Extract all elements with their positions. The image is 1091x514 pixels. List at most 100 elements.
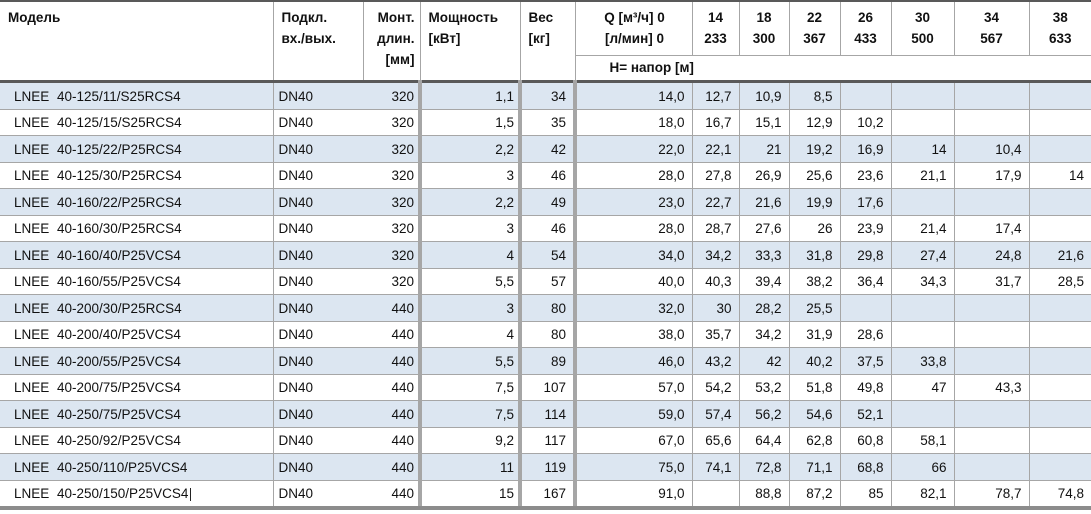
head-value-cell: 52,1: [840, 400, 892, 428]
head-value-cell: [1029, 294, 1091, 322]
head-value-cell: [954, 81, 1030, 110]
weight-cell: 35: [520, 109, 577, 137]
head-value-cell: 66: [891, 453, 955, 481]
header-row-top: Модель Подкл. вх./вых. Монт. длин. [мм] …: [0, 1, 1091, 84]
head-value-cell: 27,8: [692, 162, 740, 190]
head-value-cell: 28,0: [575, 215, 693, 243]
head-value-cell: 28,7: [692, 215, 740, 243]
head-value-cell: 10,2: [840, 109, 892, 137]
head-value-cell: 31,8: [789, 241, 841, 269]
head-value-cell: 33,8: [891, 347, 955, 375]
mount-length-cell: 440: [363, 374, 422, 402]
head-value-cell: 27,4: [891, 241, 955, 269]
model-brand: LNEE: [14, 353, 50, 369]
head-value-cell: 54,2: [692, 374, 740, 402]
head-value-cell: 23,0: [575, 188, 693, 216]
weight-cell: 80: [520, 321, 577, 349]
model-cell: LNEE 40-125/22/P25RCS4: [0, 135, 274, 163]
model-brand: LNEE: [14, 380, 50, 396]
head-value-cell: 75,0: [575, 453, 693, 481]
head-value-cell: 40,0: [575, 268, 693, 296]
model-cell: LNEE 40-200/55/P25VCS4: [0, 347, 274, 375]
mount-length-cell: 320: [363, 135, 422, 163]
model-code: 40-200/75/P25VCS4: [57, 380, 181, 396]
table-row: LNEE 40-160/40/P25VCS4 DN40 320 4 54 34,0 34,2 3…: [0, 241, 1091, 269]
head-value-cell: 87,2: [789, 480, 841, 511]
head-value-cell: 28,2: [739, 294, 790, 322]
model-cell: LNEE 40-125/30/P25RCS4: [0, 162, 274, 190]
model-brand: LNEE: [14, 141, 50, 157]
head-value-cell: 19,2: [789, 135, 841, 163]
connection-cell: DN40: [273, 81, 363, 110]
head-value-cell: [1029, 109, 1091, 137]
connection-cell: DN40: [273, 241, 363, 269]
head-value-cell: 62,8: [789, 427, 841, 455]
model-code: 40-160/22/P25RCS4: [57, 194, 182, 210]
connection-cell: DN40: [273, 188, 363, 216]
head-value-cell: 21,6: [739, 188, 790, 216]
head-value-cell: 34,3: [891, 268, 955, 296]
connection-cell: DN40: [273, 427, 363, 455]
head-value-cell: [954, 294, 1030, 322]
head-value-cell: 27,6: [739, 215, 790, 243]
table-row: LNEE 40-200/40/P25VCS4 DN40 440 4 80 38,0 35,7 3…: [0, 321, 1091, 349]
power-cell: 1,5: [420, 109, 522, 137]
model-brand: LNEE: [14, 194, 50, 210]
head-value-cell: 60,8: [840, 427, 892, 455]
head-value-cell: 14: [1029, 162, 1091, 190]
head-value-cell: 14,0: [575, 81, 693, 110]
head-value-cell: 42: [739, 347, 790, 375]
table-body: LNEE 40-125/11/S25RCS4 DN40 320 1,1 34 14,0 12,…: [0, 81, 1091, 511]
power-cell: 3: [420, 215, 522, 243]
table-row: LNEE 40-200/30/P25RCS4 DN40 440 3 80 32,0 30 28,…: [0, 294, 1091, 322]
model-code: 40-125/15/S25RCS4: [57, 115, 182, 131]
table-row: LNEE 40-200/75/P25VCS4 DN40 440 7,5 107 57,0 54…: [0, 374, 1091, 402]
connection-cell: DN40: [273, 347, 363, 375]
head-value-cell: 26: [789, 215, 841, 243]
model-cell: LNEE 40-200/40/P25VCS4: [0, 321, 274, 349]
head-value-cell: 22,0: [575, 135, 693, 163]
head-value-cell: 34,2: [692, 241, 740, 269]
table-row: LNEE 40-125/22/P25RCS4 DN40 320 2,2 42 22,0 22,…: [0, 135, 1091, 163]
model-cell: LNEE 40-200/75/P25VCS4: [0, 374, 274, 402]
table-row: LNEE 40-160/22/P25RCS4 DN40 320 2,2 49 23,0 22,…: [0, 188, 1091, 216]
column-header-flow-18: 18 300: [739, 1, 790, 56]
power-cell: 5,5: [420, 268, 522, 296]
model-brand: LNEE: [14, 486, 50, 502]
head-value-cell: 14: [891, 135, 955, 163]
table-row: LNEE 40-250/92/P25VCS4 DN40 440 9,2 117 67,0 65…: [0, 427, 1091, 455]
head-value-cell: [891, 81, 955, 110]
mount-length-cell: 440: [363, 294, 422, 322]
connection-cell: DN40: [273, 453, 363, 481]
weight-cell: 114: [520, 400, 577, 428]
head-value-cell: [891, 109, 955, 137]
power-cell: 15: [420, 480, 522, 511]
head-value-cell: [1029, 81, 1091, 110]
head-value-cell: 40,3: [692, 268, 740, 296]
head-value-cell: 85: [840, 480, 892, 511]
power-cell: 7,5: [420, 374, 522, 402]
connection-cell: DN40: [273, 294, 363, 322]
head-value-cell: 16,7: [692, 109, 740, 137]
weight-cell: 57: [520, 268, 577, 296]
head-value-cell: 57,0: [575, 374, 693, 402]
head-value-cell: 30: [692, 294, 740, 322]
head-value-cell: 43,2: [692, 347, 740, 375]
column-header-flow-rate: Q [м³/ч] 0 [л/мин] 0: [575, 1, 693, 56]
head-value-cell: 35,7: [692, 321, 740, 349]
model-cell: LNEE 40-250/75/P25VCS4: [0, 400, 274, 428]
model-cell: LNEE 40-250/110/P25VCS4: [0, 453, 274, 481]
weight-cell: 34: [520, 81, 577, 110]
head-value-cell: [1029, 374, 1091, 402]
head-value-cell: [954, 400, 1030, 428]
power-cell: 9,2: [420, 427, 522, 455]
table-row: LNEE 40-250/110/P25VCS4 DN40 440 11 119 75,0 74…: [0, 453, 1091, 481]
weight-cell: 167: [520, 480, 577, 511]
head-value-cell: [891, 188, 955, 216]
table-row: LNEE 40-250/75/P25VCS4 DN40 440 7,5 114 59,0 57…: [0, 400, 1091, 428]
head-value-cell: 29,8: [840, 241, 892, 269]
mount-length-cell: 440: [363, 400, 422, 428]
model-brand: LNEE: [14, 327, 50, 343]
